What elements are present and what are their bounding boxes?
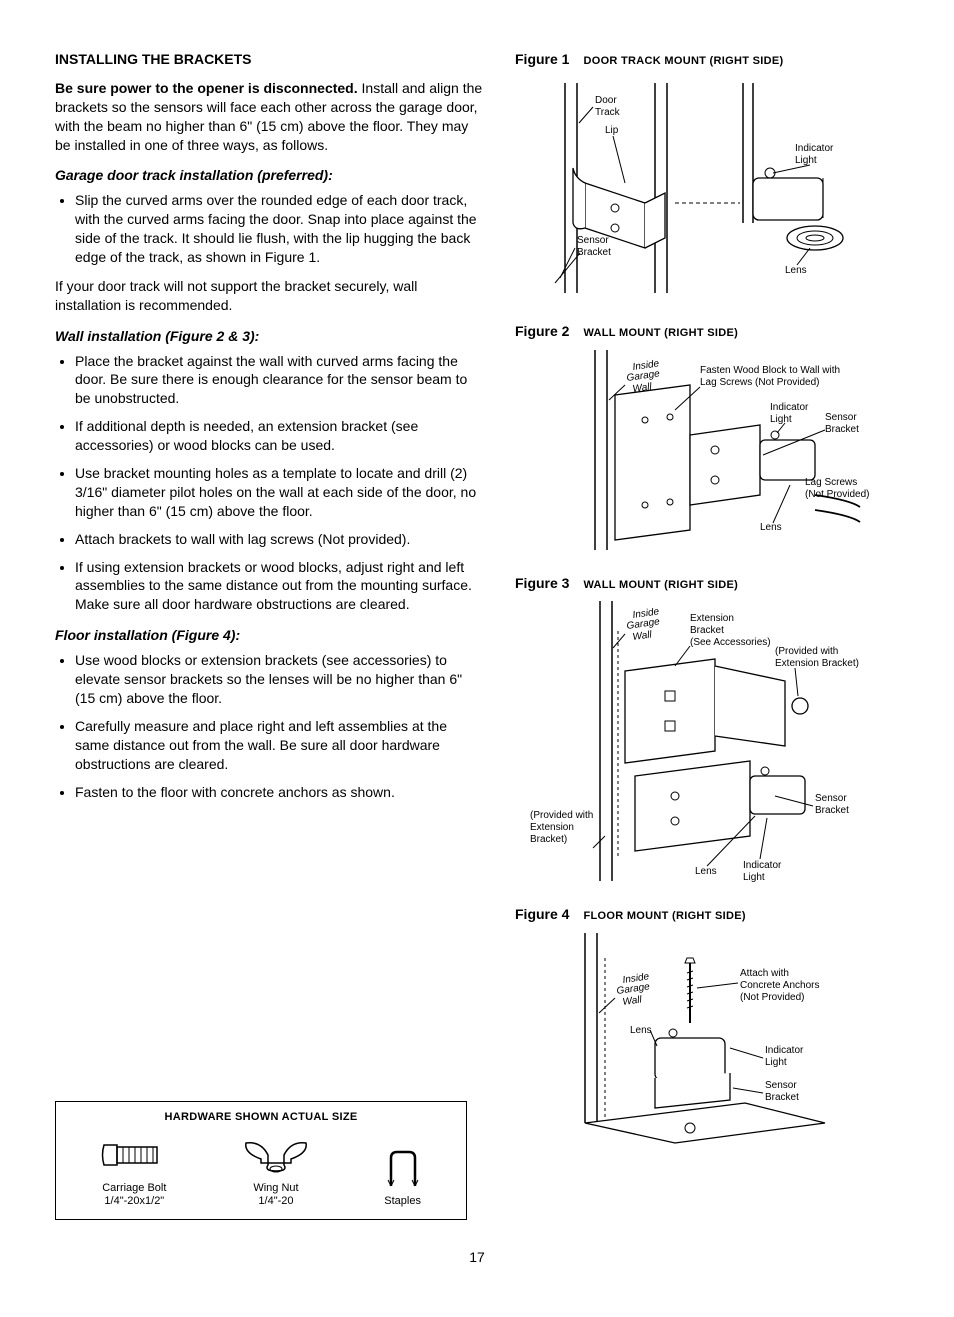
svg-text:Bracket: Bracket xyxy=(690,625,724,636)
svg-text:Lens: Lens xyxy=(630,1025,652,1036)
svg-text:Light: Light xyxy=(795,155,817,166)
hardware-item-bolt: Carriage Bolt 1/4"-20x1/2" xyxy=(99,1133,169,1208)
intro-bold: Be sure power to the opener is disconnec… xyxy=(55,80,358,96)
fig3-num: Figure 3 xyxy=(515,574,569,593)
list-item: If additional depth is needed, an extens… xyxy=(75,417,485,455)
hardware-item-wingnut: Wing Nut 1/4"-20 xyxy=(236,1133,316,1208)
svg-text:Lag Screws: Lag Screws xyxy=(805,477,857,488)
wing-nut-icon xyxy=(236,1133,316,1178)
list-floor: Use wood blocks or extension brackets (s… xyxy=(55,651,485,801)
subhead-track: Garage door track installation (preferre… xyxy=(55,166,485,185)
svg-text:Bracket: Bracket xyxy=(577,247,611,258)
hw-name: Wing Nut xyxy=(236,1182,316,1195)
carriage-bolt-icon xyxy=(99,1133,169,1178)
svg-text:Sensor: Sensor xyxy=(765,1080,797,1091)
hw-size: 1/4"-20x1/2" xyxy=(99,1195,169,1208)
svg-text:Lip: Lip xyxy=(605,125,619,136)
hw-name: Carriage Bolt xyxy=(99,1182,169,1195)
svg-text:Fasten Wood Block to Wall with: Fasten Wood Block to Wall with xyxy=(700,365,840,376)
figure-4: Figure 4 FLOOR MOUNT (RIGHT SIDE) xyxy=(515,905,899,1163)
svg-text:Wall: Wall xyxy=(632,630,653,644)
svg-text:Indicator: Indicator xyxy=(795,143,834,154)
list-item: Attach brackets to wall with lag screws … xyxy=(75,530,485,549)
svg-text:Indicator: Indicator xyxy=(743,860,782,871)
fig1-diagram: DoorTrack Lip IndicatorLight SensorBrack… xyxy=(515,73,875,303)
fig1-cap: DOOR TRACK MOUNT (RIGHT SIDE) xyxy=(583,54,783,69)
list-track: Slip the curved arms over the rounded ed… xyxy=(55,191,485,267)
fig4-diagram: Inside Garage Wall Attach withConcrete A… xyxy=(515,928,875,1158)
svg-text:Indicator: Indicator xyxy=(765,1045,804,1056)
svg-text:Attach with: Attach with xyxy=(740,968,789,979)
svg-text:Track: Track xyxy=(595,107,621,118)
svg-text:Extension: Extension xyxy=(690,613,734,624)
svg-text:Light: Light xyxy=(743,872,765,883)
subhead-wall: Wall installation (Figure 2 & 3): xyxy=(55,327,485,346)
fig1-num: Figure 1 xyxy=(515,50,569,69)
svg-text:Lag Screws (Not Provided): Lag Screws (Not Provided) xyxy=(700,377,820,388)
svg-text:Sensor: Sensor xyxy=(577,235,609,246)
subhead-floor: Floor installation (Figure 4): xyxy=(55,626,485,645)
svg-text:Bracket): Bracket) xyxy=(530,834,567,845)
hardware-item-staples: Staples xyxy=(383,1146,423,1208)
page-number: 17 xyxy=(55,1248,899,1267)
list-item: Fasten to the floor with concrete anchor… xyxy=(75,783,485,802)
svg-text:Bracket: Bracket xyxy=(825,424,859,435)
fig2-diagram: Inside Garage Wall Fasten Wood Block to … xyxy=(515,345,875,555)
list-item: Use bracket mounting holes as a template… xyxy=(75,464,485,521)
list-item: Use wood blocks or extension brackets (s… xyxy=(75,651,485,708)
list-item: Carefully measure and place right and le… xyxy=(75,717,485,774)
svg-text:Sensor: Sensor xyxy=(825,412,857,423)
svg-text:(Not Provided): (Not Provided) xyxy=(740,992,804,1003)
list-item: Place the bracket against the wall with … xyxy=(75,352,485,409)
fig4-cap: FLOOR MOUNT (RIGHT SIDE) xyxy=(583,909,745,924)
svg-text:(Provided with: (Provided with xyxy=(775,646,838,657)
list-wall: Place the bracket against the wall with … xyxy=(55,352,485,615)
fig2-cap: WALL MOUNT (RIGHT SIDE) xyxy=(583,326,738,341)
hw-size: 1/4"-20 xyxy=(236,1195,316,1208)
fig3-cap: WALL MOUNT (RIGHT SIDE) xyxy=(583,578,738,593)
svg-text:Bracket: Bracket xyxy=(765,1092,799,1103)
svg-text:Lens: Lens xyxy=(695,866,717,877)
after-track-note: If your door track will not support the … xyxy=(55,277,485,315)
fig2-num: Figure 2 xyxy=(515,322,569,341)
list-item: Slip the curved arms over the rounded ed… xyxy=(75,191,485,267)
svg-text:Extension: Extension xyxy=(530,822,574,833)
svg-text:Light: Light xyxy=(770,414,792,425)
list-item: If using extension brackets or wood bloc… xyxy=(75,558,485,615)
svg-text:Lens: Lens xyxy=(760,522,782,533)
fig4-num: Figure 4 xyxy=(515,905,569,924)
svg-text:(See Accessories): (See Accessories) xyxy=(690,637,771,648)
section-heading: INSTALLING THE BRACKETS xyxy=(55,50,485,69)
intro-paragraph: Be sure power to the opener is disconnec… xyxy=(55,79,485,155)
svg-text:Indicator: Indicator xyxy=(770,402,809,413)
staples-icon xyxy=(383,1146,423,1191)
figure-2: Figure 2 WALL MOUNT (RIGHT SIDE) In xyxy=(515,322,899,560)
svg-text:Sensor: Sensor xyxy=(815,793,847,804)
hardware-box: HARDWARE SHOWN ACTUAL SIZE Carriage Bolt… xyxy=(55,1101,467,1219)
svg-text:Lens: Lens xyxy=(785,265,807,276)
svg-text:Wall: Wall xyxy=(622,995,643,1009)
hw-name: Staples xyxy=(383,1195,423,1208)
svg-text:(Provided with: (Provided with xyxy=(530,810,593,821)
svg-text:Light: Light xyxy=(765,1057,787,1068)
figure-3: Figure 3 WALL MOUNT (RIGHT SIDE) xyxy=(515,574,899,892)
svg-text:Extension Bracket): Extension Bracket) xyxy=(775,658,859,669)
svg-text:(Not Provided): (Not Provided) xyxy=(805,489,869,500)
hardware-title: HARDWARE SHOWN ACTUAL SIZE xyxy=(66,1110,456,1125)
svg-text:Concrete Anchors: Concrete Anchors xyxy=(740,980,820,991)
svg-text:Door: Door xyxy=(595,95,617,106)
figure-1: Figure 1 DOOR TRACK MOUNT (RIGHT SIDE) xyxy=(515,50,899,308)
svg-text:Bracket: Bracket xyxy=(815,805,849,816)
fig3-diagram: Inside Garage Wall ExtensionBracket(See … xyxy=(515,596,875,886)
